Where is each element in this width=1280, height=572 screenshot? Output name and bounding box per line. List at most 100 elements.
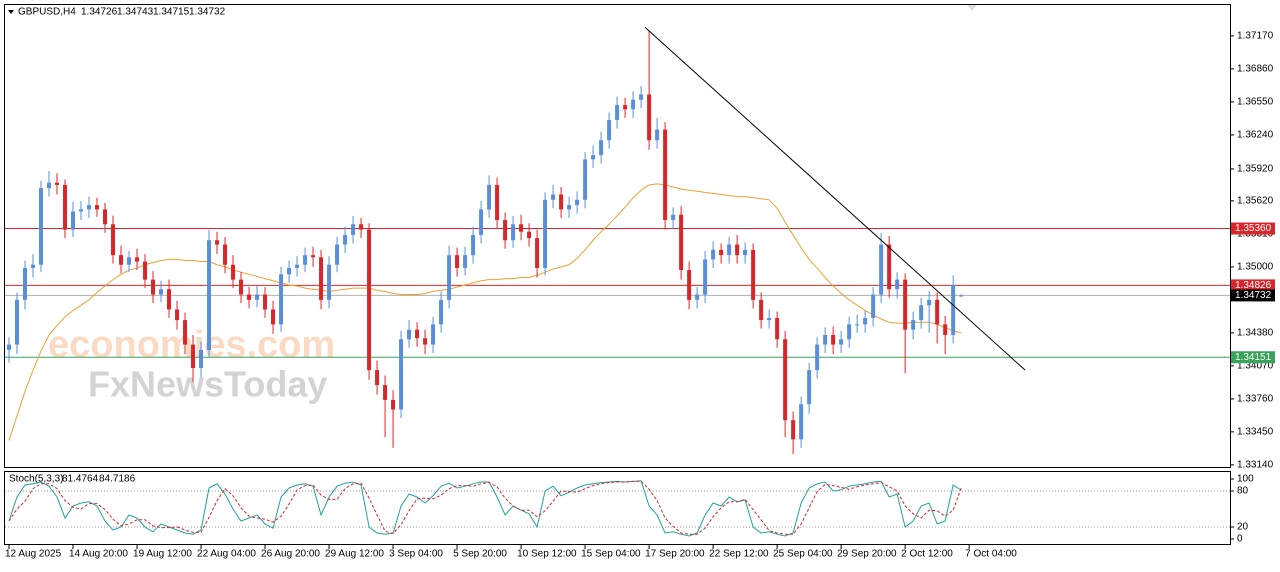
candle-body <box>823 335 828 345</box>
candle-body <box>727 244 732 256</box>
ohlc-high: 1.34743 <box>117 7 154 18</box>
x-tick-label: 10 Sep 12:00 <box>517 549 577 560</box>
plot <box>5 26 1230 455</box>
x-tick-label: 2 Oct 12:00 <box>901 549 953 560</box>
candle-body <box>71 211 76 230</box>
y-tick-label: 1.33450 <box>1237 427 1274 438</box>
y-tick-label: 1.33760 <box>1237 394 1274 405</box>
stoch-title: Stoch(5,3,3) <box>9 474 63 485</box>
candle-body <box>423 338 428 345</box>
level-label-box <box>1231 279 1275 292</box>
current-price-box <box>1231 289 1275 302</box>
candle-body <box>879 244 884 295</box>
candle-body <box>111 224 116 256</box>
candle-body <box>295 264 300 268</box>
candle-body <box>927 299 932 306</box>
candle-body <box>655 129 660 141</box>
candle-body <box>599 140 604 156</box>
candle-body <box>735 244 740 256</box>
candle-body <box>231 264 236 280</box>
level-label-box <box>1231 351 1275 364</box>
candle-body <box>511 224 516 241</box>
y-tick-label: 1.35620 <box>1237 196 1274 207</box>
candle-body <box>39 188 44 265</box>
candle-body <box>583 159 588 200</box>
candle-body <box>959 295 964 297</box>
stoch-k-value: 81.4764 <box>62 474 99 485</box>
candle-body <box>831 335 836 345</box>
y-tick-label: 1.37170 <box>1237 31 1274 42</box>
candle-body <box>687 270 692 300</box>
level-label-box <box>1231 222 1275 235</box>
candle-body <box>455 255 460 268</box>
stoch-line <box>8 480 962 535</box>
candle-body <box>95 205 100 210</box>
candle-body <box>47 182 52 189</box>
candle-body <box>311 255 316 258</box>
x-tick-label: 29 Sep 20:00 <box>837 549 897 560</box>
y-tick-label: 1.36550 <box>1237 97 1274 108</box>
shift-marker <box>967 5 977 11</box>
candle-body <box>207 240 212 350</box>
candle-body <box>527 231 532 239</box>
candle-body <box>567 205 572 210</box>
candle-body <box>639 94 644 100</box>
candle-body <box>439 299 444 325</box>
candle-body <box>279 274 284 325</box>
candle-body <box>799 404 804 440</box>
candle-body <box>359 224 364 230</box>
candle-body <box>943 324 948 335</box>
candle-body <box>199 349 204 368</box>
candle-body <box>607 119 612 141</box>
candle-body <box>919 305 924 321</box>
x-tick-label: 19 Aug 12:00 <box>133 549 192 560</box>
x-tick-label: 29 Aug 12:00 <box>325 549 384 560</box>
candle-body <box>623 105 628 110</box>
x-tick-label: 22 Sep 12:00 <box>709 549 769 560</box>
x-tick-label: 26 Aug 20:00 <box>261 549 320 560</box>
y-tick-label: 1.34070 <box>1237 361 1274 372</box>
candle-body <box>751 249 756 300</box>
candle-body <box>775 317 780 340</box>
current-price-label: 1.34732 <box>1235 290 1272 301</box>
candle-body <box>895 279 900 290</box>
candle-body <box>503 220 508 241</box>
candle-body <box>671 214 676 221</box>
x-tick-label: 7 Oct 04:00 <box>965 549 1017 560</box>
candle-body <box>759 299 764 321</box>
candle-body <box>839 339 844 345</box>
candle-body <box>215 240 220 245</box>
candle-body <box>519 224 524 232</box>
level-label: 1.34826 <box>1235 280 1272 291</box>
candle-body <box>543 199 548 268</box>
candle-body <box>87 205 92 210</box>
candle-body <box>303 255 308 265</box>
level-label: 1.35360 <box>1235 223 1272 234</box>
y-tick-label: 20 <box>1237 522 1249 533</box>
x-tick-label: 14 Aug 20:00 <box>69 549 128 560</box>
candle-body <box>239 279 244 295</box>
y-tick-label: 1.35000 <box>1237 262 1274 273</box>
candle-body <box>287 267 292 275</box>
candle-body <box>55 182 60 185</box>
candle-body <box>191 344 196 368</box>
y-tick-label: 0 <box>1237 534 1243 545</box>
candle-body <box>695 294 700 300</box>
candle-body <box>407 329 412 340</box>
candle-body <box>911 320 916 330</box>
candle-body <box>327 264 332 300</box>
candle-body <box>535 238 540 268</box>
y-tick-label: 100 <box>1237 474 1254 485</box>
candle-body <box>807 370 812 405</box>
candle-body <box>135 257 140 262</box>
candle-body <box>935 299 940 325</box>
candle-body <box>223 244 228 265</box>
ohlc-close: 1.34732 <box>189 7 226 18</box>
candle-body <box>471 234 476 256</box>
candle-body <box>815 344 820 371</box>
candle-body <box>679 214 684 271</box>
candle-body <box>871 294 876 318</box>
candle-body <box>791 420 796 440</box>
